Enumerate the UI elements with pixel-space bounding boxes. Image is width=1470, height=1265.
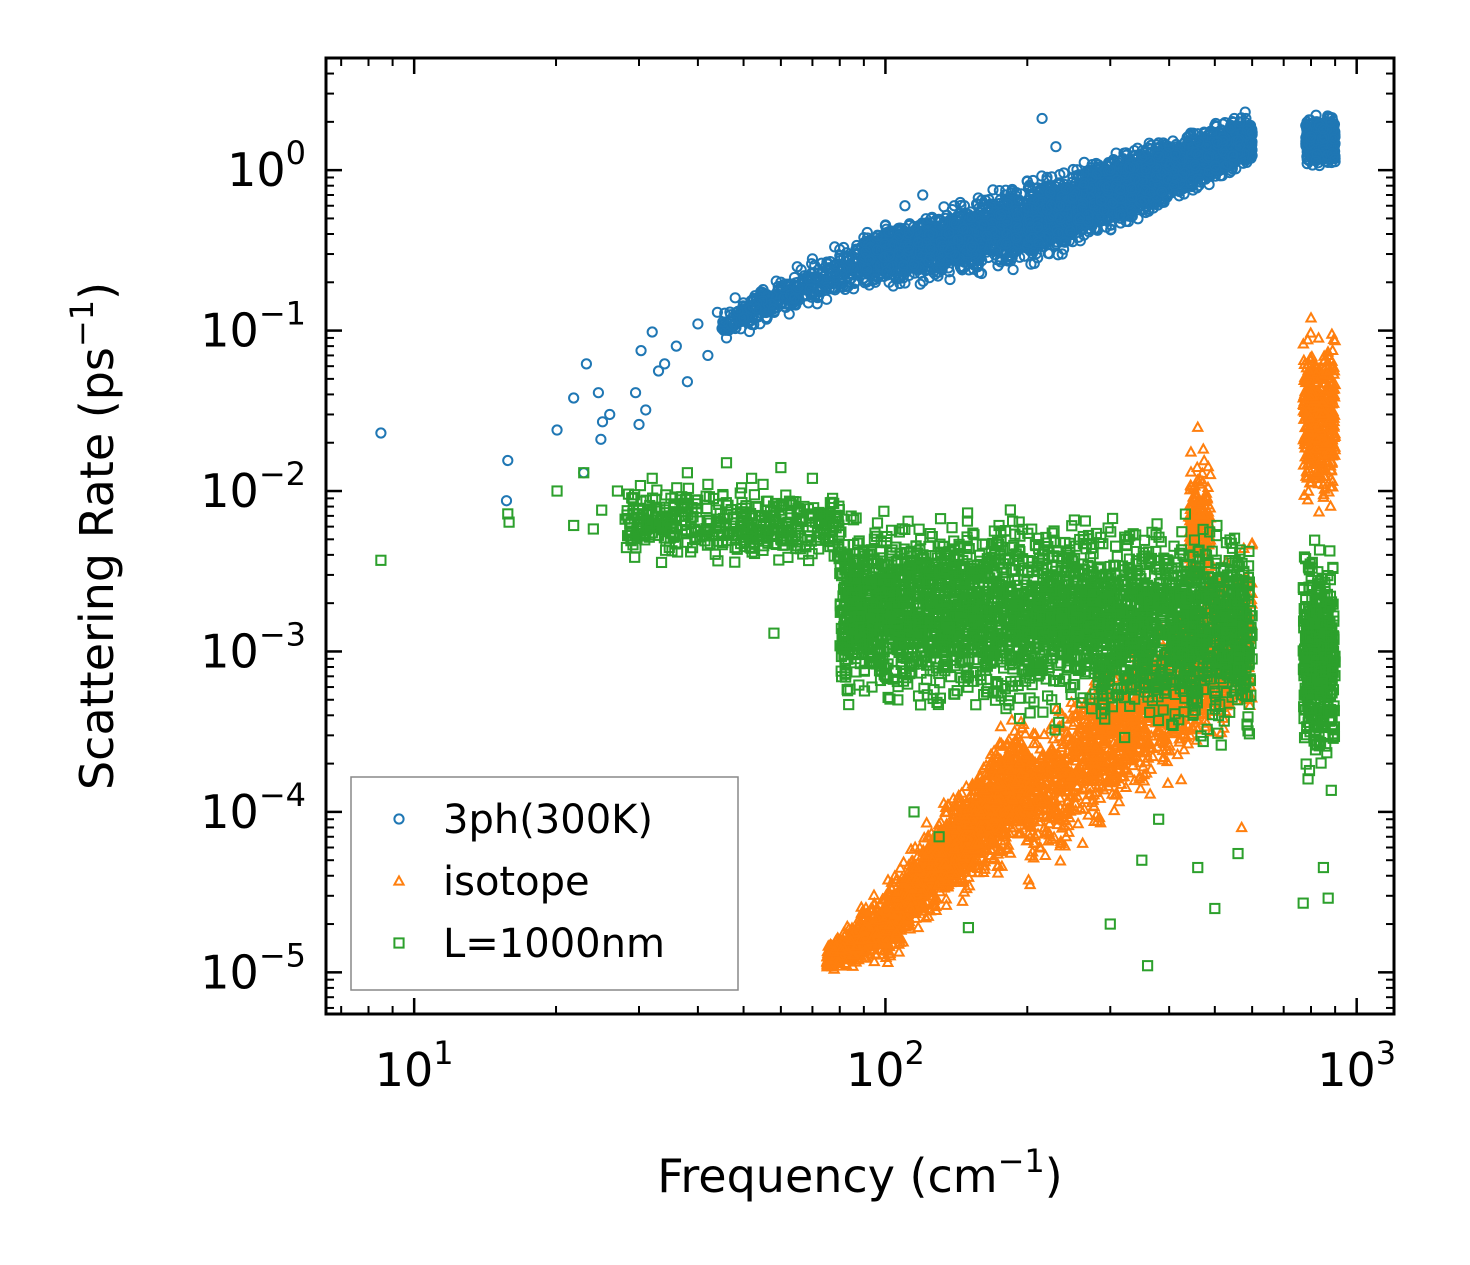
- 3ph-300k-point: [750, 302, 763, 314]
- 3ph-300k-point: [732, 305, 744, 317]
- 3ph-300k-point: [839, 283, 851, 295]
- 3ph-300k-point: [1007, 263, 1019, 276]
- 3ph-300k-point: [808, 266, 820, 279]
- plot-area: [375, 106, 1342, 974]
- 3ph-300k-point: [822, 262, 835, 274]
- 3ph-300k-point: [848, 263, 860, 275]
- 3ph-300k-point: [938, 201, 950, 213]
- 3ph-300k-point: [744, 303, 756, 315]
- 3ph-300k-point: [987, 184, 999, 196]
- 3ph-300k-point: [717, 316, 729, 328]
- 3ph-300k-point: [815, 284, 827, 297]
- series-3ph-300k: [375, 106, 1341, 507]
- 3ph-300k-point: [834, 249, 846, 262]
- 3ph-300k-point: [767, 303, 779, 315]
- 3ph-300k-point: [845, 269, 857, 281]
- 3ph-300k-point: [830, 267, 842, 279]
- 3ph-300k-point: [792, 281, 804, 293]
- 3ph-300k-point: [809, 259, 821, 271]
- 3ph-300k-point: [765, 298, 777, 310]
- 3ph-300k-point: [788, 292, 801, 304]
- 3ph-300k-point: [836, 281, 849, 293]
- 3ph-300k-point: [801, 290, 814, 302]
- 3ph-300k-point: [804, 283, 816, 295]
- 3ph-300k-point: [737, 297, 749, 309]
- 3ph-300k-point: [758, 288, 770, 300]
- 3ph-300k-point: [914, 278, 926, 290]
- 3ph-300k-point: [829, 260, 841, 272]
- 3ph-300k-point: [726, 320, 738, 332]
- 3ph-300k-point: [779, 301, 792, 313]
- 3ph-300k-point: [809, 272, 821, 284]
- 3ph-300k-point: [842, 251, 854, 263]
